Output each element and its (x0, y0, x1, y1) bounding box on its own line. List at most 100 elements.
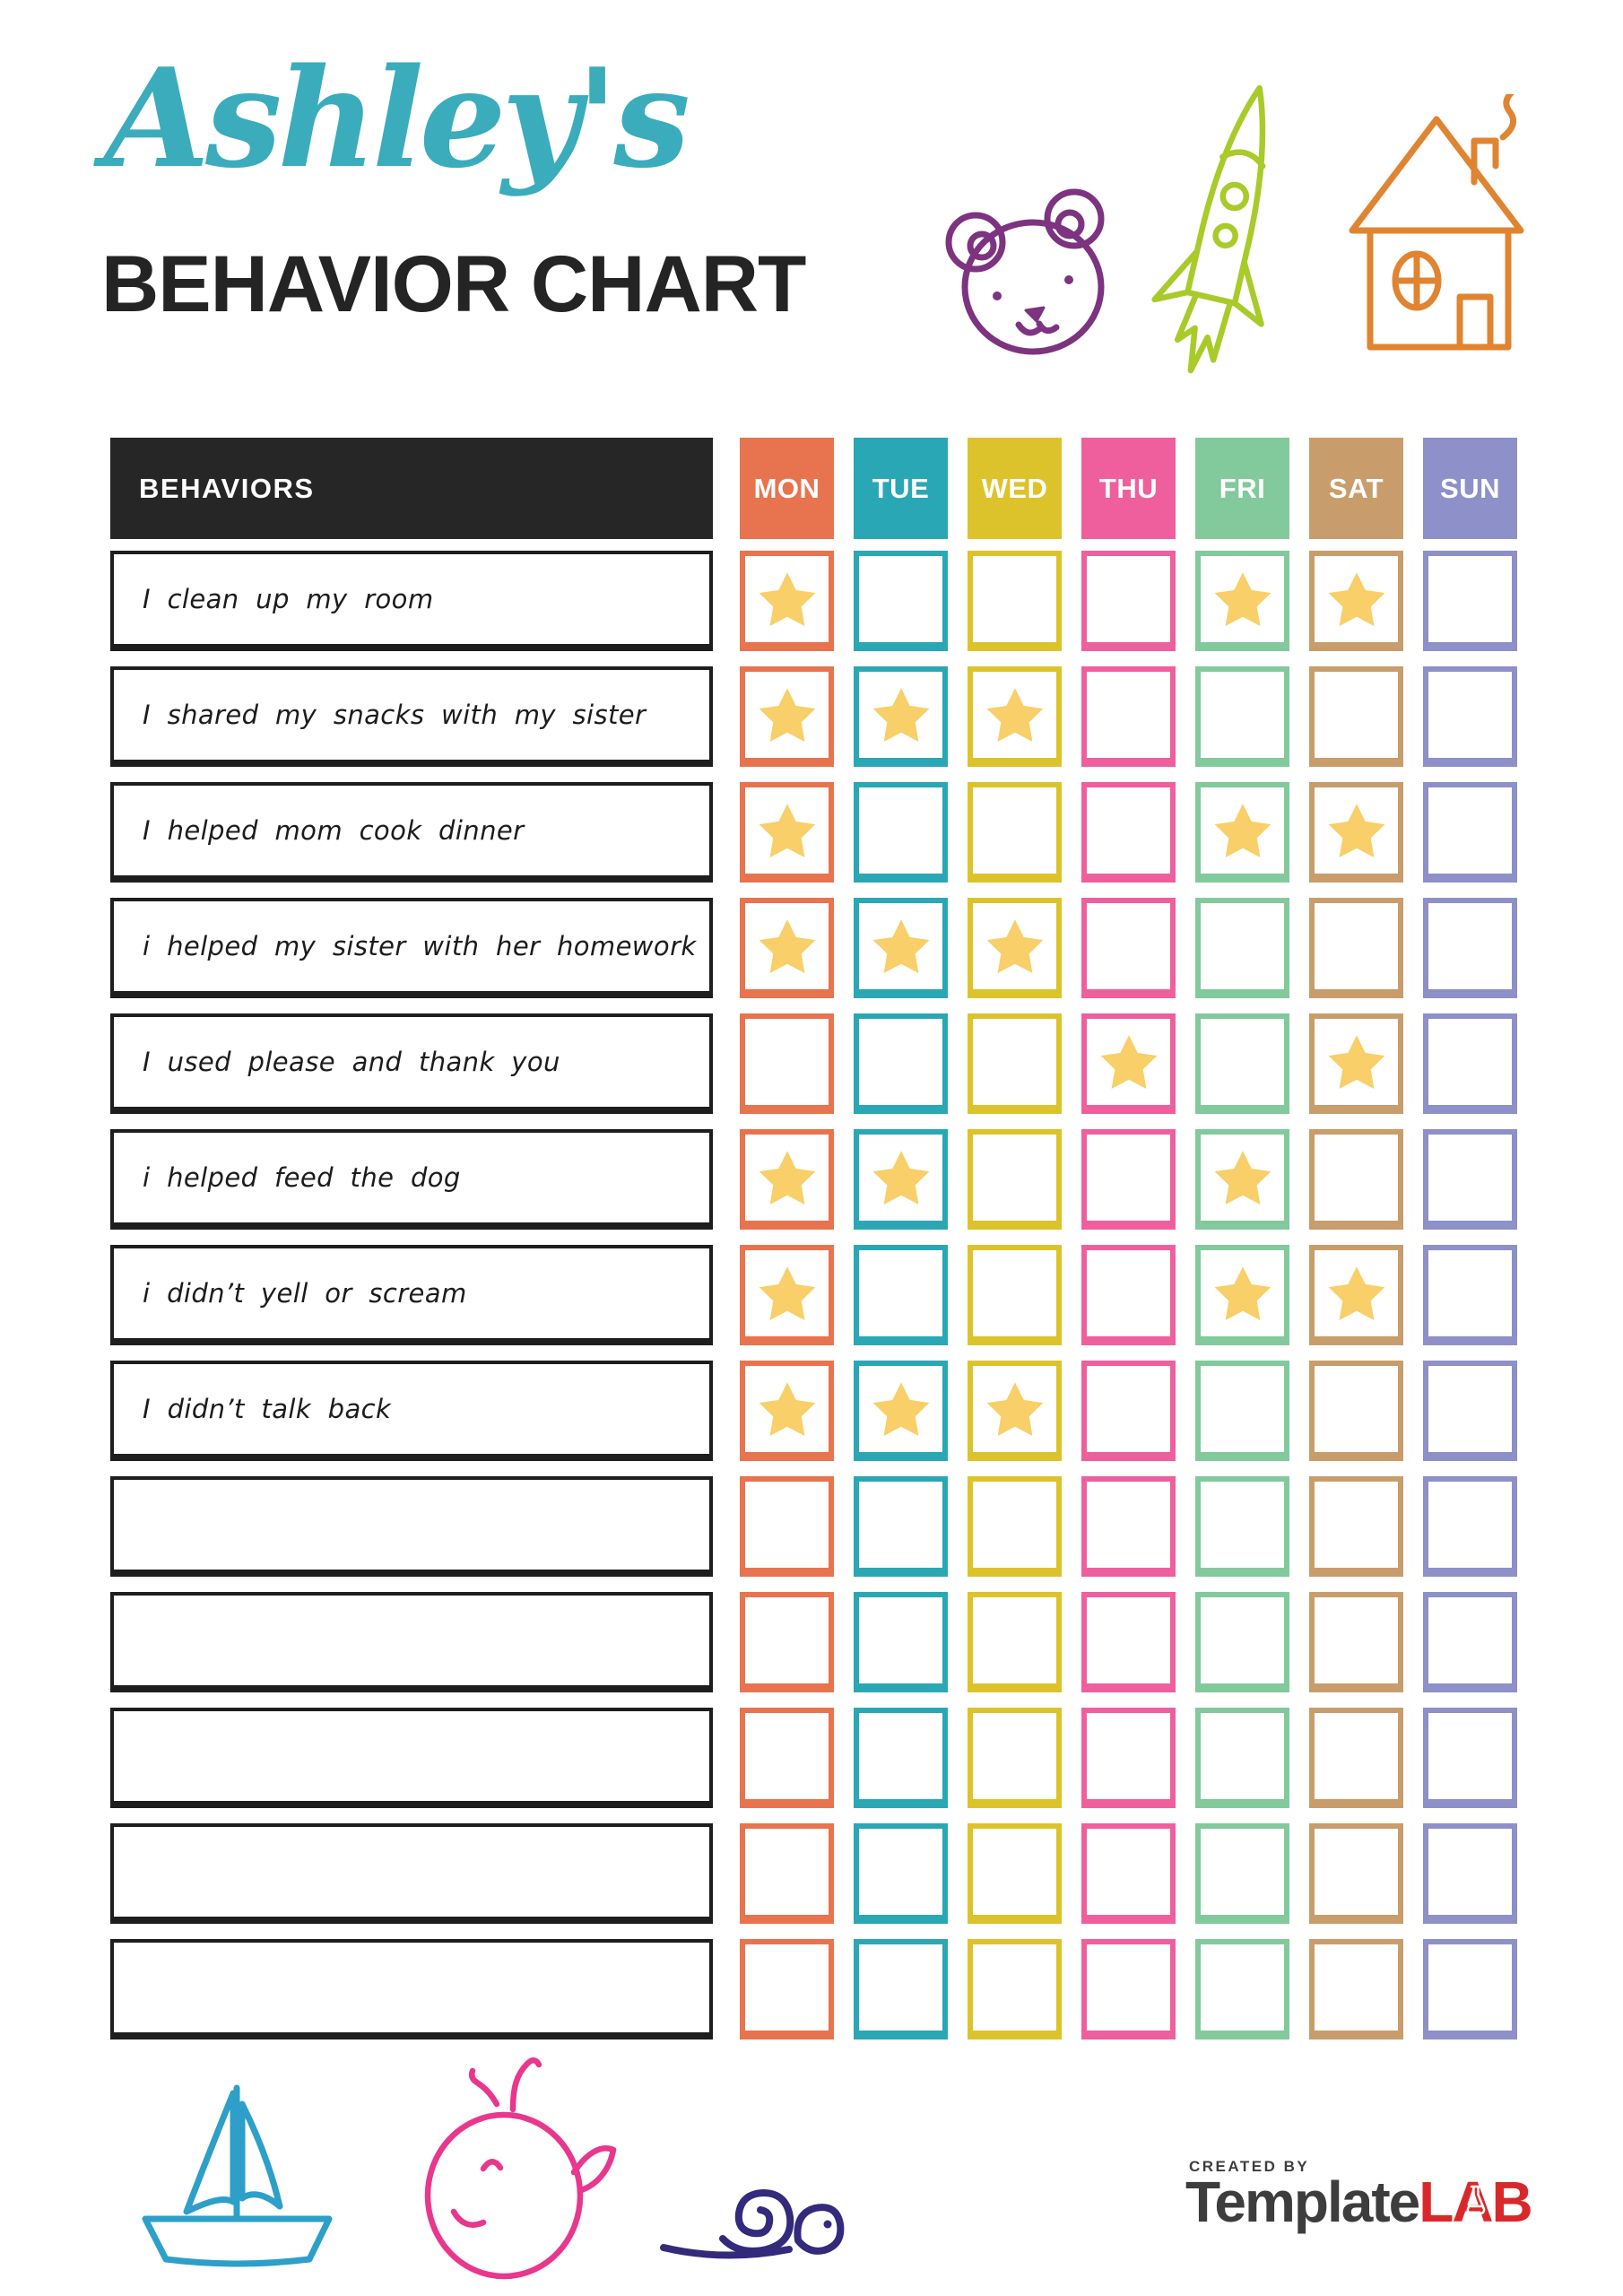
checkbox-thu[interactable] (1081, 1592, 1176, 1692)
checkbox-thu[interactable] (1081, 1245, 1176, 1345)
checkbox-wed[interactable] (968, 1823, 1062, 1924)
checkbox-mon[interactable] (740, 1592, 834, 1692)
behavior-label-field[interactable] (110, 1939, 713, 2039)
checkbox-thu[interactable] (1081, 1361, 1176, 1461)
checkbox-tue[interactable] (854, 1245, 948, 1345)
checkbox-sun[interactable] (1423, 1592, 1517, 1692)
checkbox-sat[interactable] (1309, 1939, 1403, 2039)
checkbox-wed[interactable] (968, 551, 1062, 651)
day-cells (740, 1361, 1517, 1461)
star-icon (872, 1382, 929, 1437)
checkbox-fri[interactable] (1195, 1476, 1289, 1577)
checkbox-sun[interactable] (1423, 551, 1517, 651)
checkbox-tue[interactable] (854, 666, 948, 767)
checkbox-tue[interactable] (854, 1939, 948, 2039)
checkbox-mon[interactable] (740, 1823, 834, 1924)
checkbox-mon[interactable] (740, 1476, 834, 1577)
checkbox-fri[interactable] (1195, 782, 1289, 883)
checkbox-wed[interactable] (968, 1013, 1062, 1114)
checkbox-sat[interactable] (1309, 1476, 1403, 1577)
checkbox-thu[interactable] (1081, 551, 1176, 651)
checkbox-mon[interactable] (740, 666, 834, 767)
checkbox-tue[interactable] (854, 782, 948, 883)
checkbox-fri[interactable] (1195, 1013, 1289, 1114)
checkbox-sun[interactable] (1423, 898, 1517, 998)
behavior-label-field[interactable] (110, 1823, 713, 1924)
checkbox-wed[interactable] (968, 1476, 1062, 1577)
checkbox-wed[interactable] (968, 1708, 1062, 1808)
checkbox-wed[interactable] (968, 1129, 1062, 1230)
checkbox-mon[interactable] (740, 782, 834, 883)
checkbox-mon[interactable] (740, 1708, 834, 1808)
checkbox-wed[interactable] (968, 898, 1062, 998)
checkbox-mon[interactable] (740, 1129, 834, 1230)
checkbox-sat[interactable] (1309, 1013, 1403, 1114)
checkbox-fri[interactable] (1195, 551, 1289, 651)
checkbox-tue[interactable] (854, 551, 948, 651)
checkbox-thu[interactable] (1081, 898, 1176, 998)
checkbox-tue[interactable] (854, 1476, 948, 1577)
checkbox-sat[interactable] (1309, 1823, 1403, 1924)
behaviors-column-header: BEHAVIORS (110, 438, 713, 539)
checkbox-wed[interactable] (968, 1361, 1062, 1461)
behavior-label-field[interactable] (110, 1476, 713, 1577)
checkbox-fri[interactable] (1195, 1129, 1289, 1230)
checkbox-sun[interactable] (1423, 666, 1517, 767)
checkbox-sun[interactable] (1423, 1129, 1517, 1230)
checkbox-tue[interactable] (854, 1013, 948, 1114)
checkbox-thu[interactable] (1081, 1013, 1176, 1114)
checkbox-sun[interactable] (1423, 1939, 1517, 2039)
checkbox-thu[interactable] (1081, 1939, 1176, 2039)
checkbox-sun[interactable] (1423, 1823, 1517, 1924)
checkbox-sat[interactable] (1309, 782, 1403, 883)
checkbox-fri[interactable] (1195, 1939, 1289, 2039)
checkbox-sun[interactable] (1423, 1013, 1517, 1114)
checkbox-mon[interactable] (740, 551, 834, 651)
checkbox-wed[interactable] (968, 782, 1062, 883)
checkbox-thu[interactable] (1081, 1476, 1176, 1577)
checkbox-sat[interactable] (1309, 898, 1403, 998)
checkbox-tue[interactable] (854, 1708, 948, 1808)
checkbox-fri[interactable] (1195, 1823, 1289, 1924)
checkbox-thu[interactable] (1081, 666, 1176, 767)
checkbox-mon[interactable] (740, 1245, 834, 1345)
checkbox-fri[interactable] (1195, 898, 1289, 998)
checkbox-sun[interactable] (1423, 1361, 1517, 1461)
checkbox-tue[interactable] (854, 898, 948, 998)
day-cells (740, 898, 1517, 998)
checkbox-fri[interactable] (1195, 1592, 1289, 1692)
checkbox-wed[interactable] (968, 666, 1062, 767)
checkbox-tue[interactable] (854, 1361, 948, 1461)
checkbox-tue[interactable] (854, 1592, 948, 1692)
checkbox-sun[interactable] (1423, 1708, 1517, 1808)
checkbox-fri[interactable] (1195, 1361, 1289, 1461)
checkbox-fri[interactable] (1195, 1708, 1289, 1808)
checkbox-sat[interactable] (1309, 1592, 1403, 1692)
checkbox-sat[interactable] (1309, 1361, 1403, 1461)
checkbox-sat[interactable] (1309, 666, 1403, 767)
checkbox-tue[interactable] (854, 1129, 948, 1230)
checkbox-sat[interactable] (1309, 1245, 1403, 1345)
checkbox-wed[interactable] (968, 1939, 1062, 2039)
checkbox-sat[interactable] (1309, 1129, 1403, 1230)
checkbox-mon[interactable] (740, 1013, 834, 1114)
checkbox-tue[interactable] (854, 1823, 948, 1924)
checkbox-thu[interactable] (1081, 782, 1176, 883)
checkbox-wed[interactable] (968, 1592, 1062, 1692)
checkbox-fri[interactable] (1195, 666, 1289, 767)
checkbox-mon[interactable] (740, 1361, 834, 1461)
checkbox-thu[interactable] (1081, 1708, 1176, 1808)
checkbox-thu[interactable] (1081, 1823, 1176, 1924)
checkbox-sat[interactable] (1309, 551, 1403, 651)
behavior-label-field[interactable] (110, 1592, 713, 1692)
checkbox-mon[interactable] (740, 898, 834, 998)
checkbox-mon[interactable] (740, 1939, 834, 2039)
checkbox-sun[interactable] (1423, 1476, 1517, 1577)
checkbox-sun[interactable] (1423, 1245, 1517, 1345)
checkbox-thu[interactable] (1081, 1129, 1176, 1230)
behavior-label-field[interactable] (110, 1708, 713, 1808)
checkbox-sun[interactable] (1423, 782, 1517, 883)
checkbox-sat[interactable] (1309, 1708, 1403, 1808)
checkbox-fri[interactable] (1195, 1245, 1289, 1345)
checkbox-wed[interactable] (968, 1245, 1062, 1345)
